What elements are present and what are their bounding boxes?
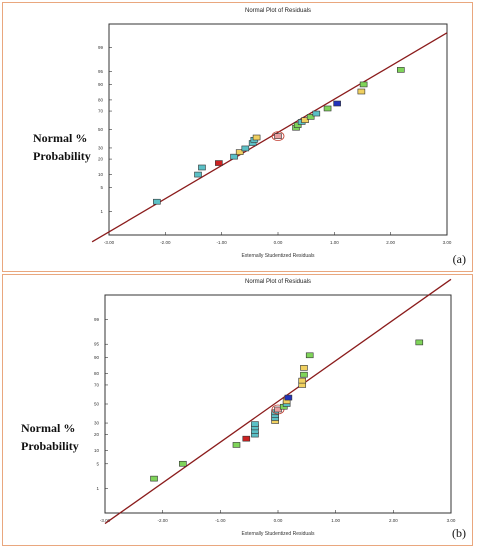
x-tick-label: 3.00 <box>447 518 456 523</box>
x-axis-label: Externally Studentized Residuals <box>241 253 315 259</box>
y-tick-label: 50 <box>98 127 104 132</box>
y-axis-label-line1: Normal % <box>21 421 76 435</box>
y-tick-label: 20 <box>98 157 104 162</box>
data-point <box>284 394 293 401</box>
data-point <box>232 442 241 448</box>
x-tick-label: -3.00 <box>100 518 111 523</box>
y-tick-label: 20 <box>94 432 100 437</box>
chart-panel-a: Normal Plot of Residuals 1 5 10 20 30 50 70 80 90… <box>2 2 473 272</box>
y-tick-label: 99 <box>98 45 104 50</box>
x-tick-label: 2.00 <box>389 518 398 523</box>
highlight-ring <box>271 131 285 142</box>
y-axis-label-line2: Probability <box>21 439 79 453</box>
y-tick-label: 90 <box>94 355 100 360</box>
panel-label: (b) <box>452 526 466 540</box>
data-point <box>323 105 332 112</box>
x-tick-label: -2.00 <box>160 240 171 245</box>
data-point <box>301 117 309 123</box>
data-point <box>300 371 308 378</box>
data-point <box>293 122 302 128</box>
fit-line <box>91 32 448 243</box>
data-point <box>305 352 314 359</box>
data-point <box>153 198 161 205</box>
y-axis-label: Normal % Probability <box>21 419 79 455</box>
data-point <box>333 100 341 107</box>
data-point <box>298 377 307 384</box>
data-point <box>397 67 405 73</box>
y-tick-label: 10 <box>98 172 104 177</box>
data-point <box>215 160 223 166</box>
data-point <box>242 435 251 442</box>
data-point <box>194 171 202 178</box>
data-point <box>415 339 424 346</box>
x-tick-label: -2.00 <box>158 518 169 523</box>
data-point <box>357 88 366 95</box>
x-tick-label: 1.00 <box>330 240 339 245</box>
data-point <box>241 145 250 152</box>
y-tick-label: 70 <box>98 109 104 114</box>
x-tick-label: 1.00 <box>331 518 340 523</box>
y-tick-label: 99 <box>94 317 100 322</box>
y-tick-label: 5 <box>100 185 103 190</box>
y-tick-label: 50 <box>94 402 100 407</box>
y-tick-label: 1 <box>100 209 103 214</box>
data-point <box>306 114 315 120</box>
chart-title: Normal Plot of Residuals <box>245 279 311 285</box>
y-tick-label: 10 <box>94 448 100 453</box>
chart-svg-a: Normal Plot of Residuals 1 5 10 20 30 50 70 80 90… <box>91 8 452 259</box>
y-tick-label: 30 <box>98 145 104 150</box>
x-tick-label: 0.00 <box>274 518 283 523</box>
y-axis-label-line2: Probability <box>33 149 91 163</box>
y-tick-label: 95 <box>94 342 100 347</box>
x-tick-label: 2.00 <box>386 240 395 245</box>
data-point <box>230 153 238 160</box>
data-point <box>198 164 206 171</box>
y-tick-label: 80 <box>94 371 100 376</box>
x-tick-label: 3.00 <box>443 240 452 245</box>
data-point <box>312 110 321 117</box>
y-tick-label: 95 <box>98 69 104 74</box>
x-tick-label: -1.00 <box>217 240 228 245</box>
y-tick-label: 30 <box>94 421 100 426</box>
data-point <box>179 460 187 467</box>
x-tick-label: 0.00 <box>274 240 283 245</box>
data-point <box>235 149 244 155</box>
y-axis-label-line1: Normal % <box>33 131 88 145</box>
y-tick-label: 70 <box>94 382 100 387</box>
data-point <box>150 475 158 482</box>
y-tick-label: 1 <box>96 486 99 491</box>
y-tick-label: 90 <box>98 82 104 87</box>
x-tick-label: -1.00 <box>215 518 226 523</box>
chart-panel-b: Normal Plot of Residuals 1 5 10 20 30 50 70 80 90… <box>2 274 473 546</box>
x-axis-label: Externally Studentized Residuals <box>241 531 315 537</box>
chart-title: Normal Plot of Residuals <box>245 8 311 14</box>
x-tick-label: -3.00 <box>104 240 115 245</box>
chart-svg-b: Normal Plot of Residuals 1 5 10 20 30 50 70 80 90… <box>94 278 456 537</box>
data-point <box>300 365 308 371</box>
data-point <box>274 133 282 139</box>
y-tick-label: 5 <box>96 461 99 466</box>
data-point <box>251 421 259 427</box>
data-point <box>252 134 261 141</box>
fit-line <box>104 278 452 525</box>
panel-label: (a) <box>452 252 466 266</box>
y-axis-label: Normal % Probability <box>33 129 91 165</box>
data-point <box>359 81 368 88</box>
y-tick-label: 80 <box>98 97 104 102</box>
